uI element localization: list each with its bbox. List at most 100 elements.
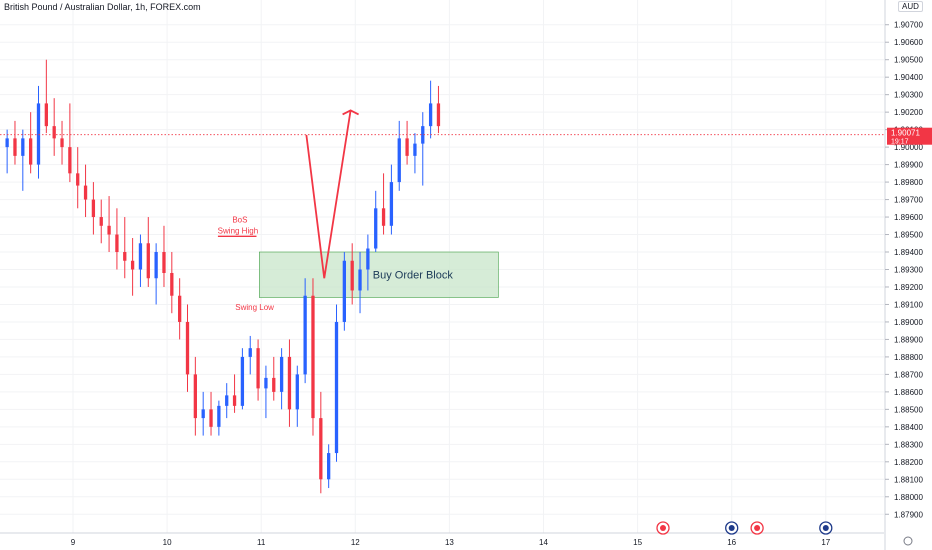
y-tick-label: 1.89200 (894, 283, 923, 292)
y-tick-label: 1.89600 (894, 213, 923, 222)
x-tick-label: 10 (163, 538, 172, 547)
candle-body[interactable] (232, 395, 237, 406)
candle-body[interactable] (52, 126, 56, 139)
candle-body[interactable] (170, 272, 174, 296)
y-tick-label: 1.90600 (894, 38, 923, 47)
candle-body[interactable] (76, 173, 80, 186)
candle-body[interactable] (264, 377, 268, 389)
x-tick-label: 17 (821, 538, 830, 547)
y-tick-label: 1.90700 (894, 21, 923, 30)
candle-body[interactable] (29, 138, 33, 165)
candle-body[interactable] (115, 234, 119, 253)
candle-body[interactable] (342, 260, 346, 322)
y-tick-label: 1.88500 (894, 405, 923, 414)
candle-body[interactable] (374, 208, 378, 249)
candle-body[interactable] (91, 199, 96, 218)
candle-body[interactable] (319, 418, 323, 480)
candle-body[interactable] (83, 185, 88, 200)
candle-body[interactable] (217, 405, 221, 427)
candle-body[interactable] (107, 225, 111, 235)
y-tick-label: 1.89100 (894, 300, 923, 309)
y-tick-label: 1.89400 (894, 248, 923, 257)
candle-body[interactable] (209, 409, 213, 427)
economic-event-icon-dot (660, 525, 667, 531)
candle-body[interactable] (272, 377, 276, 392)
candle-body[interactable] (193, 374, 197, 419)
bos-label: BoS (232, 215, 247, 224)
candle-body[interactable] (366, 248, 370, 270)
candle-body[interactable] (13, 138, 17, 156)
candle-body[interactable] (311, 295, 315, 419)
x-tick-label: 16 (727, 538, 736, 547)
candle-body[interactable] (413, 143, 417, 156)
candle-body[interactable] (397, 138, 401, 183)
price-tag-price: 1.90071 (891, 129, 920, 138)
y-tick-label: 1.90300 (894, 91, 923, 100)
candle-body[interactable] (154, 252, 158, 279)
x-tick-label: 12 (351, 538, 360, 547)
candle-body[interactable] (185, 321, 190, 375)
currency-label[interactable]: AUD (898, 1, 923, 12)
candle-body[interactable] (123, 252, 127, 261)
economic-event-icon-dot (754, 525, 761, 531)
candle-body[interactable] (303, 295, 307, 375)
candle-body[interactable] (99, 217, 103, 226)
candle-body[interactable] (178, 295, 182, 322)
projection-arrow[interactable] (305, 110, 352, 279)
y-tick-label: 1.88000 (894, 493, 923, 502)
swing-high-label: Swing High (218, 226, 258, 235)
candle-body[interactable] (358, 269, 362, 291)
order-block-zone[interactable] (259, 251, 499, 298)
candle-body[interactable] (421, 126, 425, 144)
symbol-title[interactable]: British Pound / Australian Dollar, 1h, F… (4, 2, 201, 12)
candle-body[interactable] (436, 103, 441, 127)
candle-body[interactable] (405, 138, 409, 156)
candle-body[interactable] (327, 453, 331, 480)
y-tick-label: 1.89900 (894, 161, 923, 170)
y-tick-label: 1.89700 (894, 196, 923, 205)
candle-body[interactable] (240, 356, 245, 406)
candle-body[interactable] (389, 182, 394, 226)
candle-body[interactable] (295, 374, 299, 410)
candle-body[interactable] (21, 138, 25, 156)
candle-body[interactable] (279, 356, 284, 392)
y-tick-label: 1.90000 (894, 143, 923, 152)
swing-low-label: Swing Low (235, 303, 274, 312)
candle-body[interactable] (130, 260, 135, 270)
candle-body[interactable] (146, 243, 150, 279)
candle-body[interactable] (201, 409, 205, 419)
candle-body[interactable] (381, 208, 386, 226)
x-tick-label: 14 (539, 538, 548, 547)
candle-body[interactable] (138, 243, 143, 270)
y-tick-label: 1.88900 (894, 335, 923, 344)
candle-body[interactable] (248, 348, 252, 357)
candle-body[interactable] (44, 103, 48, 127)
settings-icon[interactable] (903, 536, 913, 546)
candle-body[interactable] (350, 260, 354, 291)
y-tick-label: 1.88100 (894, 475, 923, 484)
y-tick-label: 1.89800 (894, 178, 923, 187)
x-tick-label: 11 (257, 538, 266, 547)
candle-body[interactable] (428, 103, 433, 127)
y-tick-label: 1.88300 (894, 440, 923, 449)
price-tag-bg[interactable] (887, 127, 932, 145)
economic-event-icon-dot (822, 525, 829, 531)
x-tick-label: 13 (445, 538, 454, 547)
candle-body[interactable] (225, 395, 229, 406)
y-tick-label: 1.89300 (894, 265, 923, 274)
candle-body[interactable] (162, 252, 166, 273)
candle-body[interactable] (60, 138, 64, 148)
candle-body[interactable] (287, 356, 292, 410)
candle-body[interactable] (68, 147, 72, 174)
candle-body[interactable] (256, 348, 260, 389)
candle-body[interactable] (5, 138, 9, 148)
y-tick-label: 1.88600 (894, 388, 923, 397)
y-tick-label: 1.88200 (894, 458, 923, 467)
y-tick-label: 1.88700 (894, 370, 923, 379)
x-tick-label: 9 (71, 538, 76, 547)
y-tick-label: 1.87900 (894, 510, 923, 519)
candle-body[interactable] (334, 321, 339, 454)
candle-body[interactable] (36, 103, 41, 165)
